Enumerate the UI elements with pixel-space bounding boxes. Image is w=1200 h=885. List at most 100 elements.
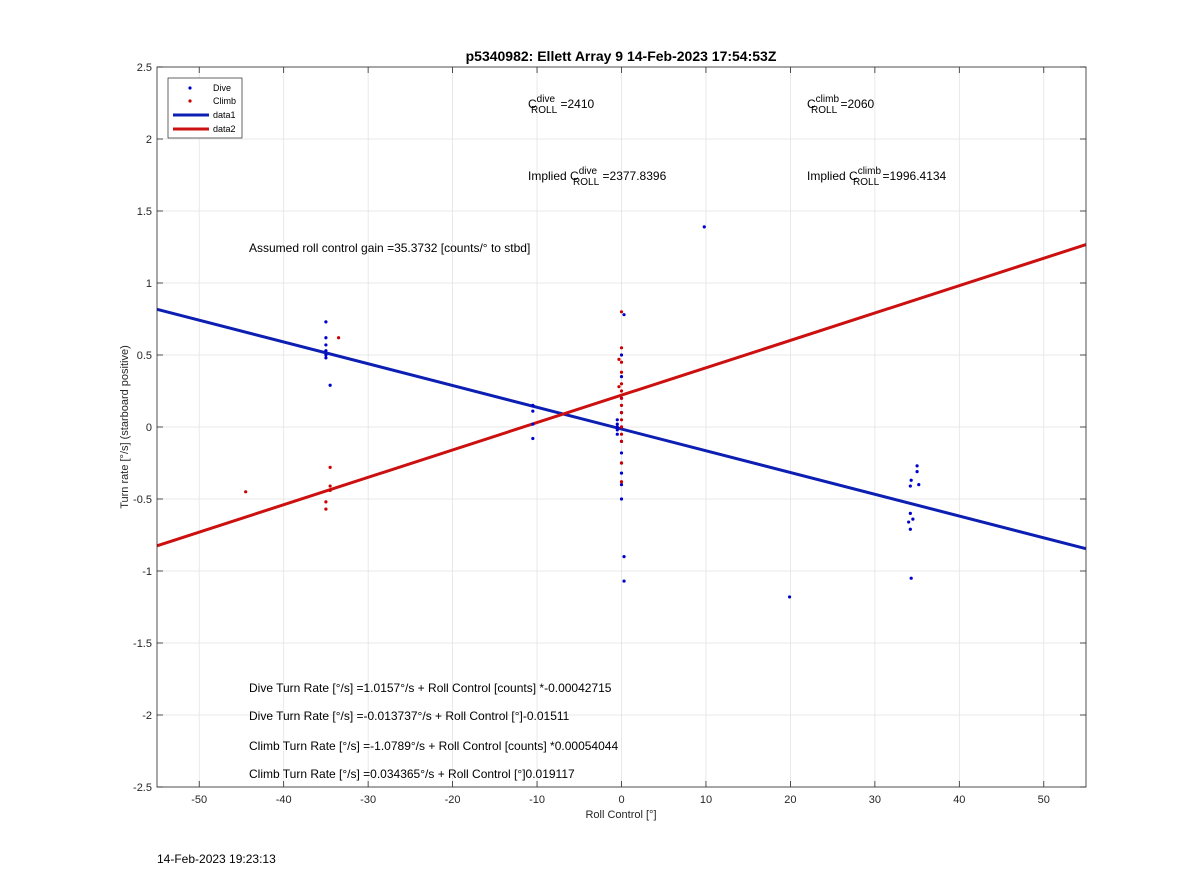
y-tick-label: 2 <box>146 134 152 146</box>
data-point-dive <box>531 409 535 413</box>
data-point-climb <box>328 488 332 492</box>
data-point-dive <box>619 451 624 455</box>
data-point-dive <box>615 425 619 429</box>
data-point-climb <box>619 411 624 415</box>
data-point-dive <box>328 383 332 387</box>
y-tick-label: -0.5 <box>133 494 152 506</box>
data-point-dive <box>619 353 624 357</box>
data-point-climb <box>324 507 328 511</box>
c-dive-annotation: Cdive ROLL =2410 <box>528 94 595 116</box>
data-point-dive <box>324 349 328 353</box>
data-point-dive <box>619 375 624 379</box>
data-point-dive <box>531 403 535 407</box>
x-axis-label: Roll Control [°] <box>585 809 656 821</box>
equation-dive-degrees: Dive Turn Rate [°/s] =-0.013737°/s + Rol… <box>249 709 570 723</box>
data-point-dive <box>324 356 328 360</box>
data-point-climb <box>617 385 621 389</box>
x-tick-label: -10 <box>529 794 545 806</box>
data-point-dive <box>622 555 626 559</box>
legend-marker-climb <box>188 99 192 103</box>
data-point-dive <box>907 520 911 524</box>
footer-timestamp: 14-Feb-2023 19:23:13 <box>157 852 276 866</box>
data-point-dive <box>531 422 535 426</box>
data-point-climb <box>619 370 624 374</box>
grid-lines <box>157 66 1086 788</box>
data-points <box>244 225 921 599</box>
data-point-climb <box>619 382 624 386</box>
data-point-dive <box>615 418 619 422</box>
data-point-climb <box>619 389 624 393</box>
x-tick-labels: -50 -40 -30 -20 -10 0 10 20 30 40 50 <box>191 794 1050 806</box>
legend-label-dive: Dive <box>213 83 231 93</box>
legend-marker-dive <box>188 86 192 90</box>
y-tick-label: -2.5 <box>133 782 152 794</box>
y-tick-label: 2.5 <box>137 62 152 74</box>
data-point-dive <box>531 436 535 441</box>
data-point-climb <box>619 480 624 484</box>
implied-c-dive-annotation: Implied Cdive ROLL =2377.8396 <box>528 166 667 188</box>
data-point-climb <box>619 418 624 422</box>
fit-line-data1 <box>156 307 1087 551</box>
data-point-climb <box>328 465 332 469</box>
implied-c-climb-annotation: Implied Cclimb ROLL =1996.4134 <box>807 166 947 188</box>
data-point-dive <box>615 422 619 426</box>
data-point-dive <box>615 432 619 436</box>
x-tick-label: -50 <box>191 794 207 806</box>
fit-lines <box>156 243 1087 551</box>
data-point-dive <box>787 595 792 599</box>
equation-climb-degrees: Climb Turn Rate [°/s] =0.034365°/s + Rol… <box>249 767 575 781</box>
data-point-climb <box>336 336 341 340</box>
data-point-dive <box>911 517 915 521</box>
data-point-dive <box>622 313 626 317</box>
data-point-climb <box>619 310 624 314</box>
x-tick-label: -20 <box>445 794 461 806</box>
data-point-dive <box>915 470 919 474</box>
gain-annotation: Assumed roll control gain =35.3732 [coun… <box>249 241 530 255</box>
y-tick-label: 1.5 <box>137 206 152 218</box>
x-tick-label: 20 <box>784 794 796 806</box>
fit-line-data2 <box>156 243 1087 548</box>
y-tick-label: -1 <box>142 566 152 578</box>
y-tick-label: 1 <box>146 278 152 290</box>
data-point-climb <box>244 490 248 494</box>
data-point-climb <box>619 396 624 400</box>
legend: Dive Climb data1 data2 <box>167 77 243 139</box>
data-point-dive <box>908 527 912 531</box>
c-climb-annotation: Cclimb ROLL =2060 <box>807 94 875 116</box>
data-point-dive <box>619 471 624 475</box>
x-tick-label: -40 <box>276 794 292 806</box>
data-point-climb <box>619 425 624 429</box>
data-point-dive <box>908 484 912 488</box>
equation-dive-counts: Dive Turn Rate [°/s] =1.0157°/s + Roll C… <box>249 681 612 695</box>
data-point-climb <box>619 346 624 350</box>
x-tick-label: 30 <box>869 794 881 806</box>
data-point-dive <box>324 353 328 357</box>
data-point-climb <box>617 357 621 361</box>
y-axis-label: Turn rate [°/s] (starboard positive) <box>119 345 131 509</box>
legend-label-data2: data2 <box>213 124 236 134</box>
data-point-dive <box>702 225 706 229</box>
data-point-dive <box>909 478 913 482</box>
y-tick-labels: -2.5 -2 -1.5 -1 -0.5 0 0.5 1 1.5 2 2.5 <box>133 62 152 794</box>
legend-label-data1: data1 <box>213 110 236 120</box>
x-tick-label: 40 <box>953 794 965 806</box>
y-tick-label: -2 <box>142 710 152 722</box>
data-point-dive <box>619 497 624 501</box>
data-point-dive <box>324 343 328 347</box>
data-point-dive <box>908 511 912 515</box>
data-point-dive <box>622 579 626 583</box>
y-tick-label: -1.5 <box>133 638 152 650</box>
x-tick-label: 0 <box>618 794 624 806</box>
x-tick-label: -30 <box>360 794 376 806</box>
data-point-climb <box>619 439 624 443</box>
plot-frame <box>156 66 1087 788</box>
chart-title: p5340982: Ellett Array 9 14-Feb-2023 17:… <box>466 48 777 64</box>
data-point-climb <box>324 500 328 504</box>
data-point-dive <box>915 464 919 468</box>
y-tick-label: 0 <box>146 422 152 434</box>
data-point-dive <box>324 320 328 324</box>
x-tick-label: 10 <box>700 794 712 806</box>
data-point-climb <box>619 360 624 364</box>
data-point-dive <box>619 483 624 487</box>
